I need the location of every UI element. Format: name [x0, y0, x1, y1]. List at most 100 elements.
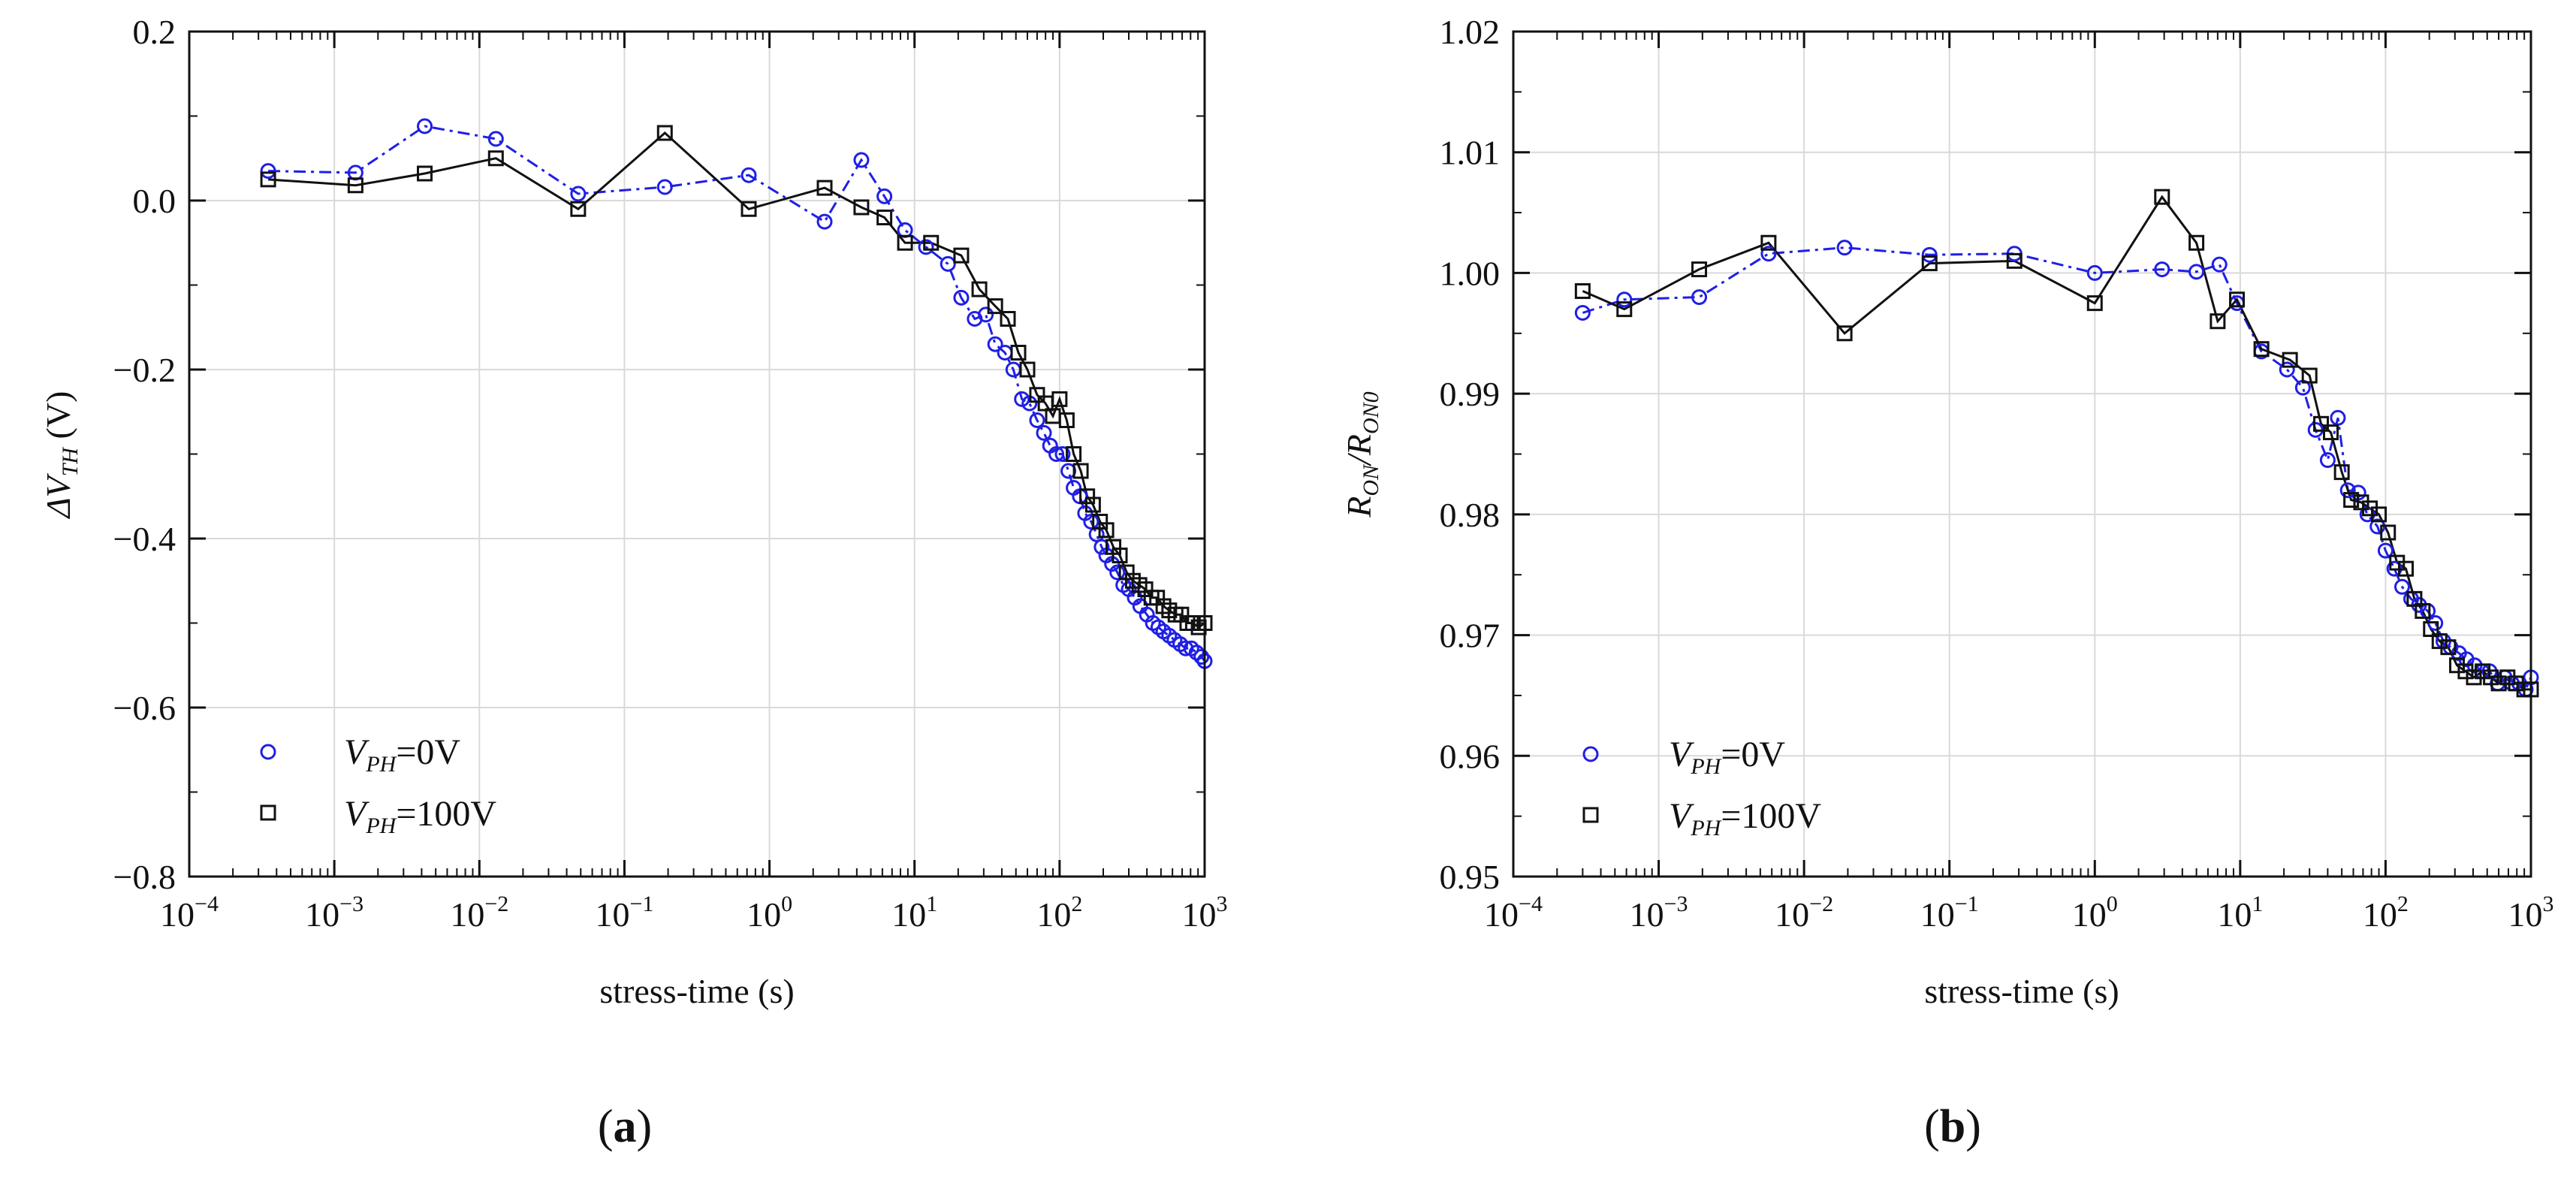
data-point-circle	[1109, 564, 1126, 581]
series-line-1	[1582, 195, 2531, 691]
data-point-square	[923, 234, 940, 251]
legend-label-0v-a: VPH=0V	[344, 732, 460, 777]
data-point-square	[2154, 189, 2170, 205]
data-point-square	[816, 180, 833, 196]
x-tick-label: 10−1	[595, 892, 653, 934]
y-axis-label-a: ΔVTH (V)	[39, 391, 83, 520]
x-axis-label-b: stress-time (s)	[1924, 972, 2119, 1010]
data-point-square	[417, 165, 433, 182]
data-point-circle	[2394, 578, 2410, 595]
data-point-square	[987, 298, 1003, 315]
data-point-square	[1084, 496, 1101, 513]
legend-a: VPH=0V VPH=100V	[260, 732, 496, 838]
y-tick-label: −0.2	[113, 351, 176, 389]
y-tick-label: 0.98	[1440, 496, 1501, 534]
x-tick-label: 103	[1182, 892, 1228, 934]
data-point-circle	[1836, 240, 1853, 256]
data-point-square	[1000, 311, 1016, 327]
data-point-circle	[1048, 446, 1065, 462]
y-tick-label: −0.6	[113, 689, 176, 727]
x-tick-label: 10−3	[1630, 892, 1688, 934]
legend-label-0v-b: VPH=0V	[1669, 735, 1785, 779]
grid-b	[1513, 32, 2531, 877]
x-tick-label: 10−3	[305, 892, 363, 934]
data-point-circle	[1188, 644, 1205, 661]
data-point-square	[2282, 352, 2298, 368]
data-point-square	[1760, 234, 1777, 251]
data-point-circle	[1193, 649, 1210, 665]
x-tick-label: 100	[747, 892, 792, 934]
data-point-square	[1072, 463, 1089, 479]
data-point-circle	[2279, 361, 2295, 378]
data-point-circle	[570, 186, 587, 202]
data-point-circle	[953, 289, 970, 306]
data-point-square	[897, 234, 913, 251]
x-tick-labels-a: 10−4 10−3 10−2 10−1 100 101 102 103	[160, 892, 1227, 934]
data-point-circle	[853, 152, 870, 168]
data-point-circle	[1921, 246, 1938, 263]
data-point-square	[2086, 295, 2103, 312]
data-point-square	[971, 281, 988, 297]
y-tick-label: 0.97	[1440, 617, 1501, 655]
data-point-circle	[2319, 452, 2336, 469]
data-point-square	[876, 210, 893, 225]
data-point-circle	[487, 131, 504, 147]
data-point-square	[2333, 464, 2350, 481]
y-tick-label: 1.01	[1440, 134, 1501, 172]
plot-frame-a	[188, 30, 1206, 878]
data-point-square	[2380, 524, 2397, 541]
y-axis-label-b: RON/RON0	[1340, 391, 1383, 518]
data-point-circle	[741, 167, 757, 183]
data-point-square	[2423, 621, 2439, 638]
data-point-circle	[260, 163, 276, 180]
y-tick-label: 0.0	[133, 182, 176, 220]
data-point-square	[1058, 412, 1075, 428]
data-point-circle	[1014, 391, 1030, 407]
data-point-square	[260, 171, 276, 188]
data-points-b	[1574, 189, 2539, 698]
y-tick-label: 0.95	[1440, 858, 1501, 896]
legend-marker-0v-b	[1582, 746, 1599, 762]
legend-label-100v-b: VPH=100V	[1669, 796, 1821, 840]
data-point-circle	[876, 188, 893, 204]
x-tick-label: 10−2	[450, 892, 508, 934]
data-point-square	[1029, 387, 1045, 403]
data-point-square	[570, 201, 587, 217]
legend-marker-100v-b	[1582, 807, 1599, 823]
legend-marker-100v-a	[260, 804, 276, 821]
legend-b: VPH=0V VPH=100V	[1582, 735, 1821, 840]
data-point-circle	[940, 255, 956, 272]
grid-a	[189, 32, 1205, 877]
x-tick-label: 102	[1036, 892, 1082, 934]
y-tick-label: −0.8	[113, 858, 176, 896]
data-point-square	[1836, 325, 1853, 342]
data-point-square	[487, 150, 504, 167]
data-point-circle	[2377, 542, 2394, 559]
x-tick-label: 10−4	[160, 892, 219, 934]
x-tick-label: 102	[2363, 892, 2409, 934]
data-point-circle	[2339, 482, 2356, 499]
data-point-square	[2006, 252, 2022, 269]
series-lines-b	[1582, 195, 2532, 692]
data-point-square	[1921, 255, 1938, 272]
data-point-square	[2301, 367, 2318, 384]
data-point-circle	[987, 336, 1003, 352]
data-point-square	[1066, 446, 1082, 462]
y-tick-label: 0.2	[133, 13, 176, 51]
panel-caption-b: (b)	[1924, 1101, 1981, 1152]
data-point-square	[2229, 291, 2246, 308]
data-point-circle	[1574, 304, 1591, 321]
x-axis-label-a: stress-time (s)	[599, 972, 794, 1010]
data-point-square	[853, 199, 870, 216]
data-point-square	[1574, 283, 1591, 300]
series-line-0	[1582, 246, 2532, 692]
series-line-1	[267, 131, 1205, 629]
panel-a: 10−4 10−3 10−2 10−1 100 101 102 103 −0.8−0.6−0.…	[39, 13, 1228, 1152]
data-point-square	[2188, 234, 2205, 251]
data-point-circle	[2211, 256, 2228, 273]
data-point-circle	[1036, 424, 1052, 441]
data-point-square	[1010, 345, 1027, 361]
data-point-circle	[656, 179, 673, 195]
data-points-a	[260, 118, 1213, 669]
y-tick-label: 0.96	[1440, 737, 1501, 775]
